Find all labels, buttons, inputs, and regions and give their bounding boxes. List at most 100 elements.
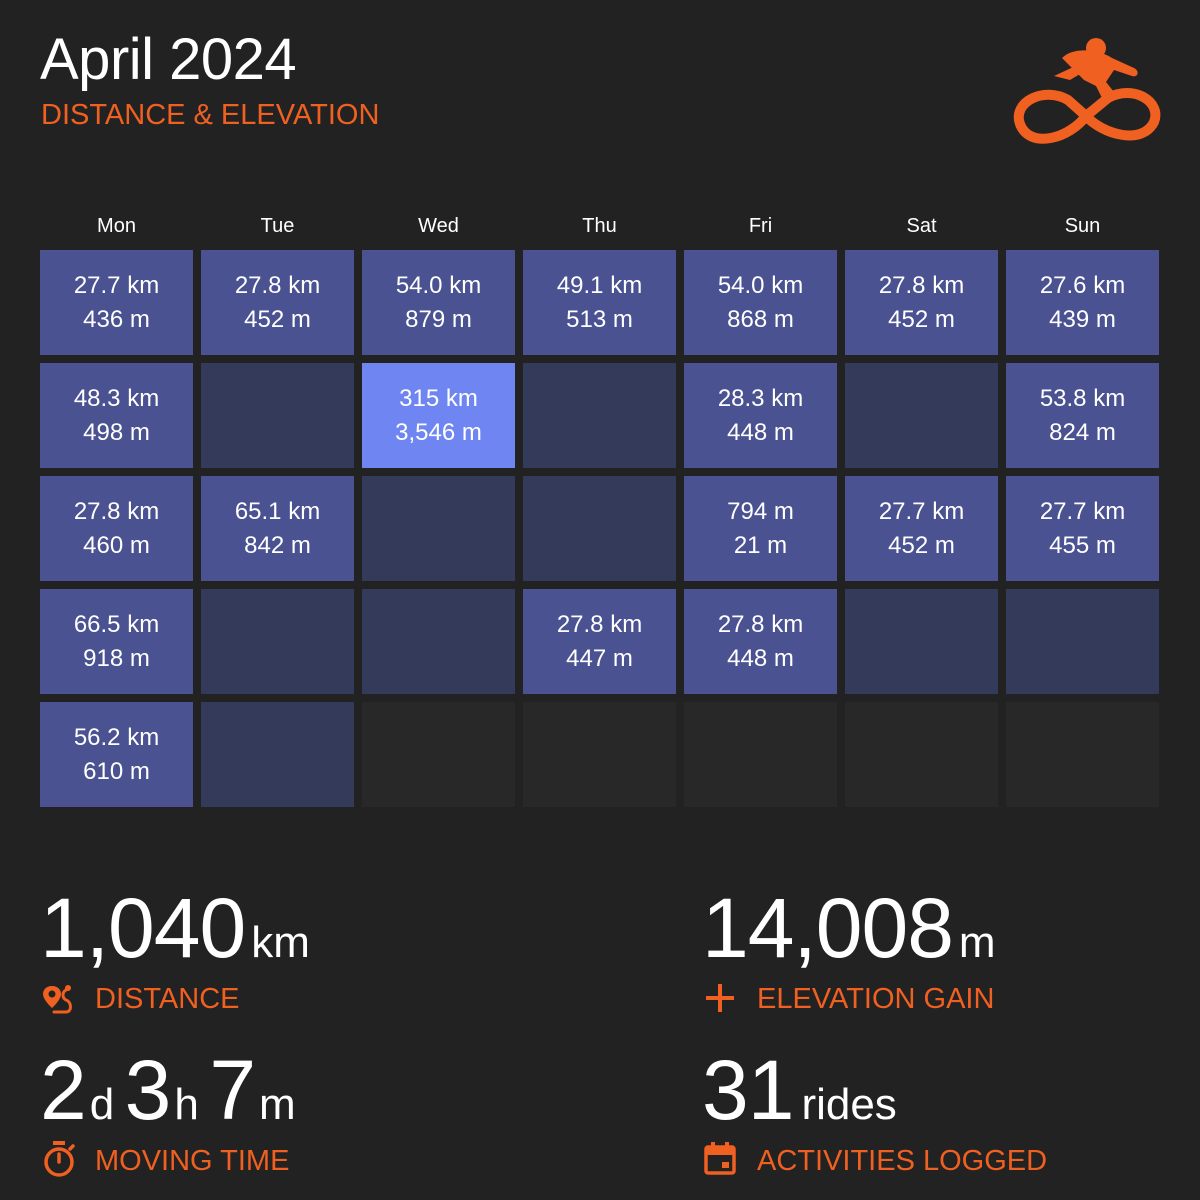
calendar-day-cell: 27.7 km 455 m [1006,476,1159,581]
day-elevation: 842 m [244,531,311,559]
plus-icon [706,984,734,1012]
route-icon [43,985,72,1014]
calendar-day-cell: 66.5 km 918 m [40,589,193,694]
day-distance: 48.3 km [73,384,160,412]
day-elevation: 439 m [1049,305,1116,333]
day-elevation: 452 m [888,305,955,333]
day-elevation: 436 m [83,305,150,333]
day-elevation: 610 m [83,757,150,785]
calendar-day-cell [684,702,837,807]
weekday-label: Sat [906,215,937,237]
day-elevation: 452 m [888,531,955,559]
calendar-icon [704,1142,736,1175]
calendar-day-cell: 27.7 km 436 m [40,250,193,355]
calendar-day-cell [523,476,676,581]
calendar-day-cell: 794 m 21 m [684,476,837,581]
day-distance: 27.7 km [73,271,160,299]
distance-stat: 1,040 km DISTANCE [40,880,640,1030]
day-elevation: 452 m [244,305,311,333]
day-distance: 56.2 km [73,723,160,751]
calendar-day-cell [845,589,998,694]
calendar-day-cell: 48.3 km 498 m [40,363,193,468]
calendar-day-cell [523,702,676,807]
day-elevation: 498 m [83,418,150,446]
calendar-day-cell: 27.8 km 460 m [40,476,193,581]
weekday-label: Wed [418,215,459,237]
day-distance: 27.6 km [1039,271,1126,299]
calendar-day-cell [201,589,354,694]
calendar-grid: 27.7 km 436 m 27.8 km 452 m 54.0 km 879 m 49.1… [40,250,1159,807]
activities-value: 31 [702,1043,794,1137]
day-distance: 794 m [727,497,794,525]
calendar-day-cell: 28.3 km 448 m [684,363,837,468]
distance-label: DISTANCE [95,983,240,1015]
moving-time-hours: 3 [124,1043,172,1137]
day-distance: 27.7 km [1039,497,1126,525]
day-elevation: 21 m [733,531,788,559]
day-elevation: 455 m [1049,531,1116,559]
elevation-label: ELEVATION GAIN [757,983,995,1015]
stopwatch-icon [44,1141,75,1177]
activities-stat: 31 rides ACTIVITIES LOGGED [702,1042,1182,1192]
moving-time-minutes: 7 [209,1043,256,1137]
calendar-day-cell: 54.0 km 879 m [362,250,515,355]
distance-unit: km [251,918,310,967]
weekday-label: Sun [1064,215,1101,237]
day-distance: 27.8 km [556,610,643,638]
calendar-day-cell: 53.8 km 824 m [1006,363,1159,468]
calendar-day-cell: 27.7 km 452 m [845,476,998,581]
calendar-day-cell [362,476,515,581]
activities-label: ACTIVITIES LOGGED [757,1145,1048,1177]
day-distance: 315 km [399,384,478,412]
day-distance: 27.8 km [73,497,160,525]
elevation-stat: 14,008 m ELEVATION GAIN [702,880,1182,1030]
calendar-day-cell: 56.2 km 610 m [40,702,193,807]
moving-time-hours-unit: h [174,1080,199,1129]
moving-time-minutes-unit: m [259,1080,296,1129]
day-elevation: 460 m [83,531,150,559]
moving-time-label: MOVING TIME [95,1145,290,1177]
calendar-day-cell [1006,702,1159,807]
weekday-header: Mon Tue Wed Thu Fri Sat Sun [40,212,1160,240]
day-distance: 65.1 km [234,497,321,525]
calendar-day-cell: 27.8 km 452 m [845,250,998,355]
elevation-value: 14,008 [702,881,954,975]
calendar-day-cell [1006,589,1159,694]
day-elevation: 448 m [727,644,794,672]
calendar-day-cell [845,363,998,468]
moving-time-stat: 2d 3h 7m MOVING TIME [40,1042,640,1192]
day-elevation: 868 m [727,305,794,333]
day-distance: 27.7 km [878,497,965,525]
day-distance: 49.1 km [556,271,643,299]
day-elevation: 879 m [405,305,472,333]
cyclist-icon [1013,38,1161,144]
day-elevation: 513 m [566,305,633,333]
day-distance: 54.0 km [395,271,482,299]
day-distance: 66.5 km [73,610,160,638]
page-subtitle: DISTANCE & ELEVATION [41,99,380,131]
calendar-day-cell [201,363,354,468]
day-elevation: 448 m [727,418,794,446]
weekday-label: Thu [582,215,617,237]
calendar-day-cell: 27.8 km 447 m [523,589,676,694]
day-distance: 53.8 km [1039,384,1126,412]
calendar-day-cell: 315 km 3,546 m [362,363,515,468]
day-distance: 28.3 km [717,384,804,412]
day-distance: 54.0 km [717,271,804,299]
day-elevation: 3,546 m [395,418,482,446]
day-distance: 27.8 km [878,271,965,299]
moving-time-days: 2 [40,1043,87,1137]
calendar-day-cell: 49.1 km 513 m [523,250,676,355]
day-elevation: 918 m [83,644,150,672]
day-elevation: 447 m [566,644,633,672]
page-title: April 2024 [40,27,297,92]
calendar-day-cell [845,702,998,807]
moving-time-days-unit: d [89,1080,115,1129]
day-elevation: 824 m [1049,418,1116,446]
calendar-day-cell: 27.8 km 452 m [201,250,354,355]
calendar-day-cell [523,363,676,468]
activities-unit: rides [801,1080,897,1129]
calendar-day-cell: 65.1 km 842 m [201,476,354,581]
calendar-day-cell [362,589,515,694]
